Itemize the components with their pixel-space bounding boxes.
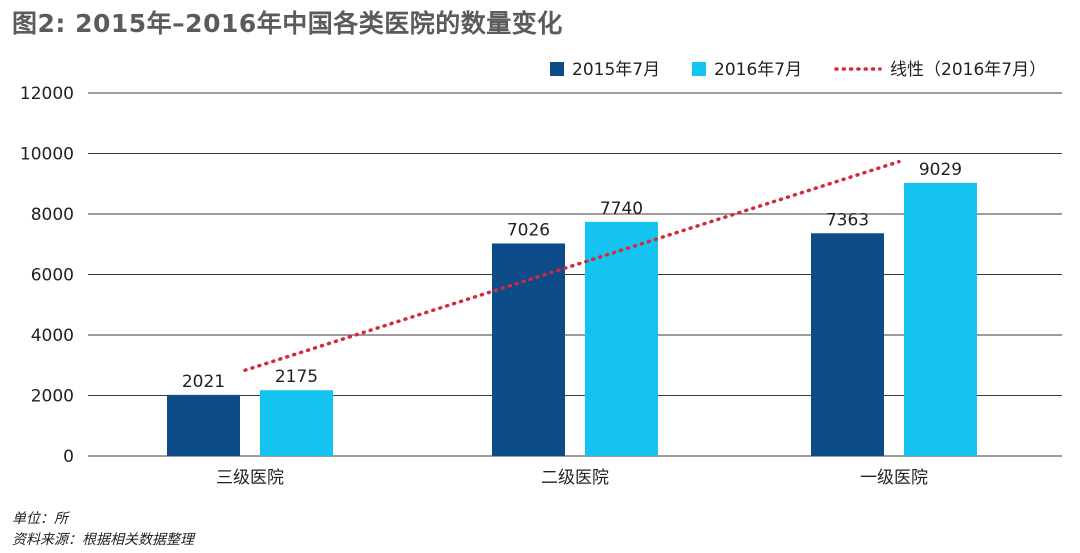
data-labels: 2021 2175 7026 7740 7363 9029: [182, 160, 962, 392]
x-axis-ticks: 三级医院 二级医院 一级医院: [216, 468, 928, 488]
source-note: 资料来源：根据相关数据整理: [12, 532, 194, 548]
legend: 2015年7月 2016年7月 线性（2016年7月）: [550, 60, 1046, 80]
bar-2015: [492, 243, 565, 456]
data-label: 2021: [182, 372, 225, 392]
legend-2016-swatch: [692, 62, 706, 76]
x-tick-label: 一级医院: [860, 468, 928, 488]
bar-2015: [811, 233, 884, 456]
data-label: 2175: [275, 367, 318, 387]
data-label: 7026: [507, 220, 550, 240]
bar-2016: [904, 182, 977, 457]
y-tick-label: 6000: [31, 266, 74, 286]
trendline: [243, 159, 901, 372]
y-tick-label: 4000: [31, 326, 74, 346]
y-tick-label: 8000: [31, 205, 74, 225]
data-label: 7363: [826, 210, 869, 230]
y-axis-ticks: 0 2000 4000 6000 8000 10000 12000: [20, 84, 74, 467]
bar-2016: [260, 390, 333, 456]
legend-2015-label: 2015年7月: [572, 60, 660, 80]
trendline-2016: [243, 159, 901, 372]
gridlines: [88, 92, 1062, 457]
bar-2015: [167, 394, 240, 456]
legend-trend-label: 线性（2016年7月）: [890, 60, 1046, 80]
y-tick-label: 10000: [20, 145, 74, 165]
chart-title: 图2: 2015年–2016年中国各类医院的数量变化: [12, 9, 563, 38]
legend-2016-label: 2016年7月: [714, 60, 802, 80]
bar-2016: [585, 221, 658, 456]
data-label: 9029: [919, 160, 962, 180]
x-tick-label: 三级医院: [216, 468, 284, 488]
legend-2015-swatch: [550, 62, 564, 76]
data-label: 7740: [600, 199, 643, 219]
unit-note: 单位：所: [12, 511, 68, 527]
y-tick-label: 12000: [20, 84, 74, 104]
bars: [167, 182, 977, 457]
y-tick-label: 0: [63, 447, 74, 467]
x-tick-label: 二级医院: [541, 468, 609, 488]
y-tick-label: 2000: [31, 387, 74, 407]
